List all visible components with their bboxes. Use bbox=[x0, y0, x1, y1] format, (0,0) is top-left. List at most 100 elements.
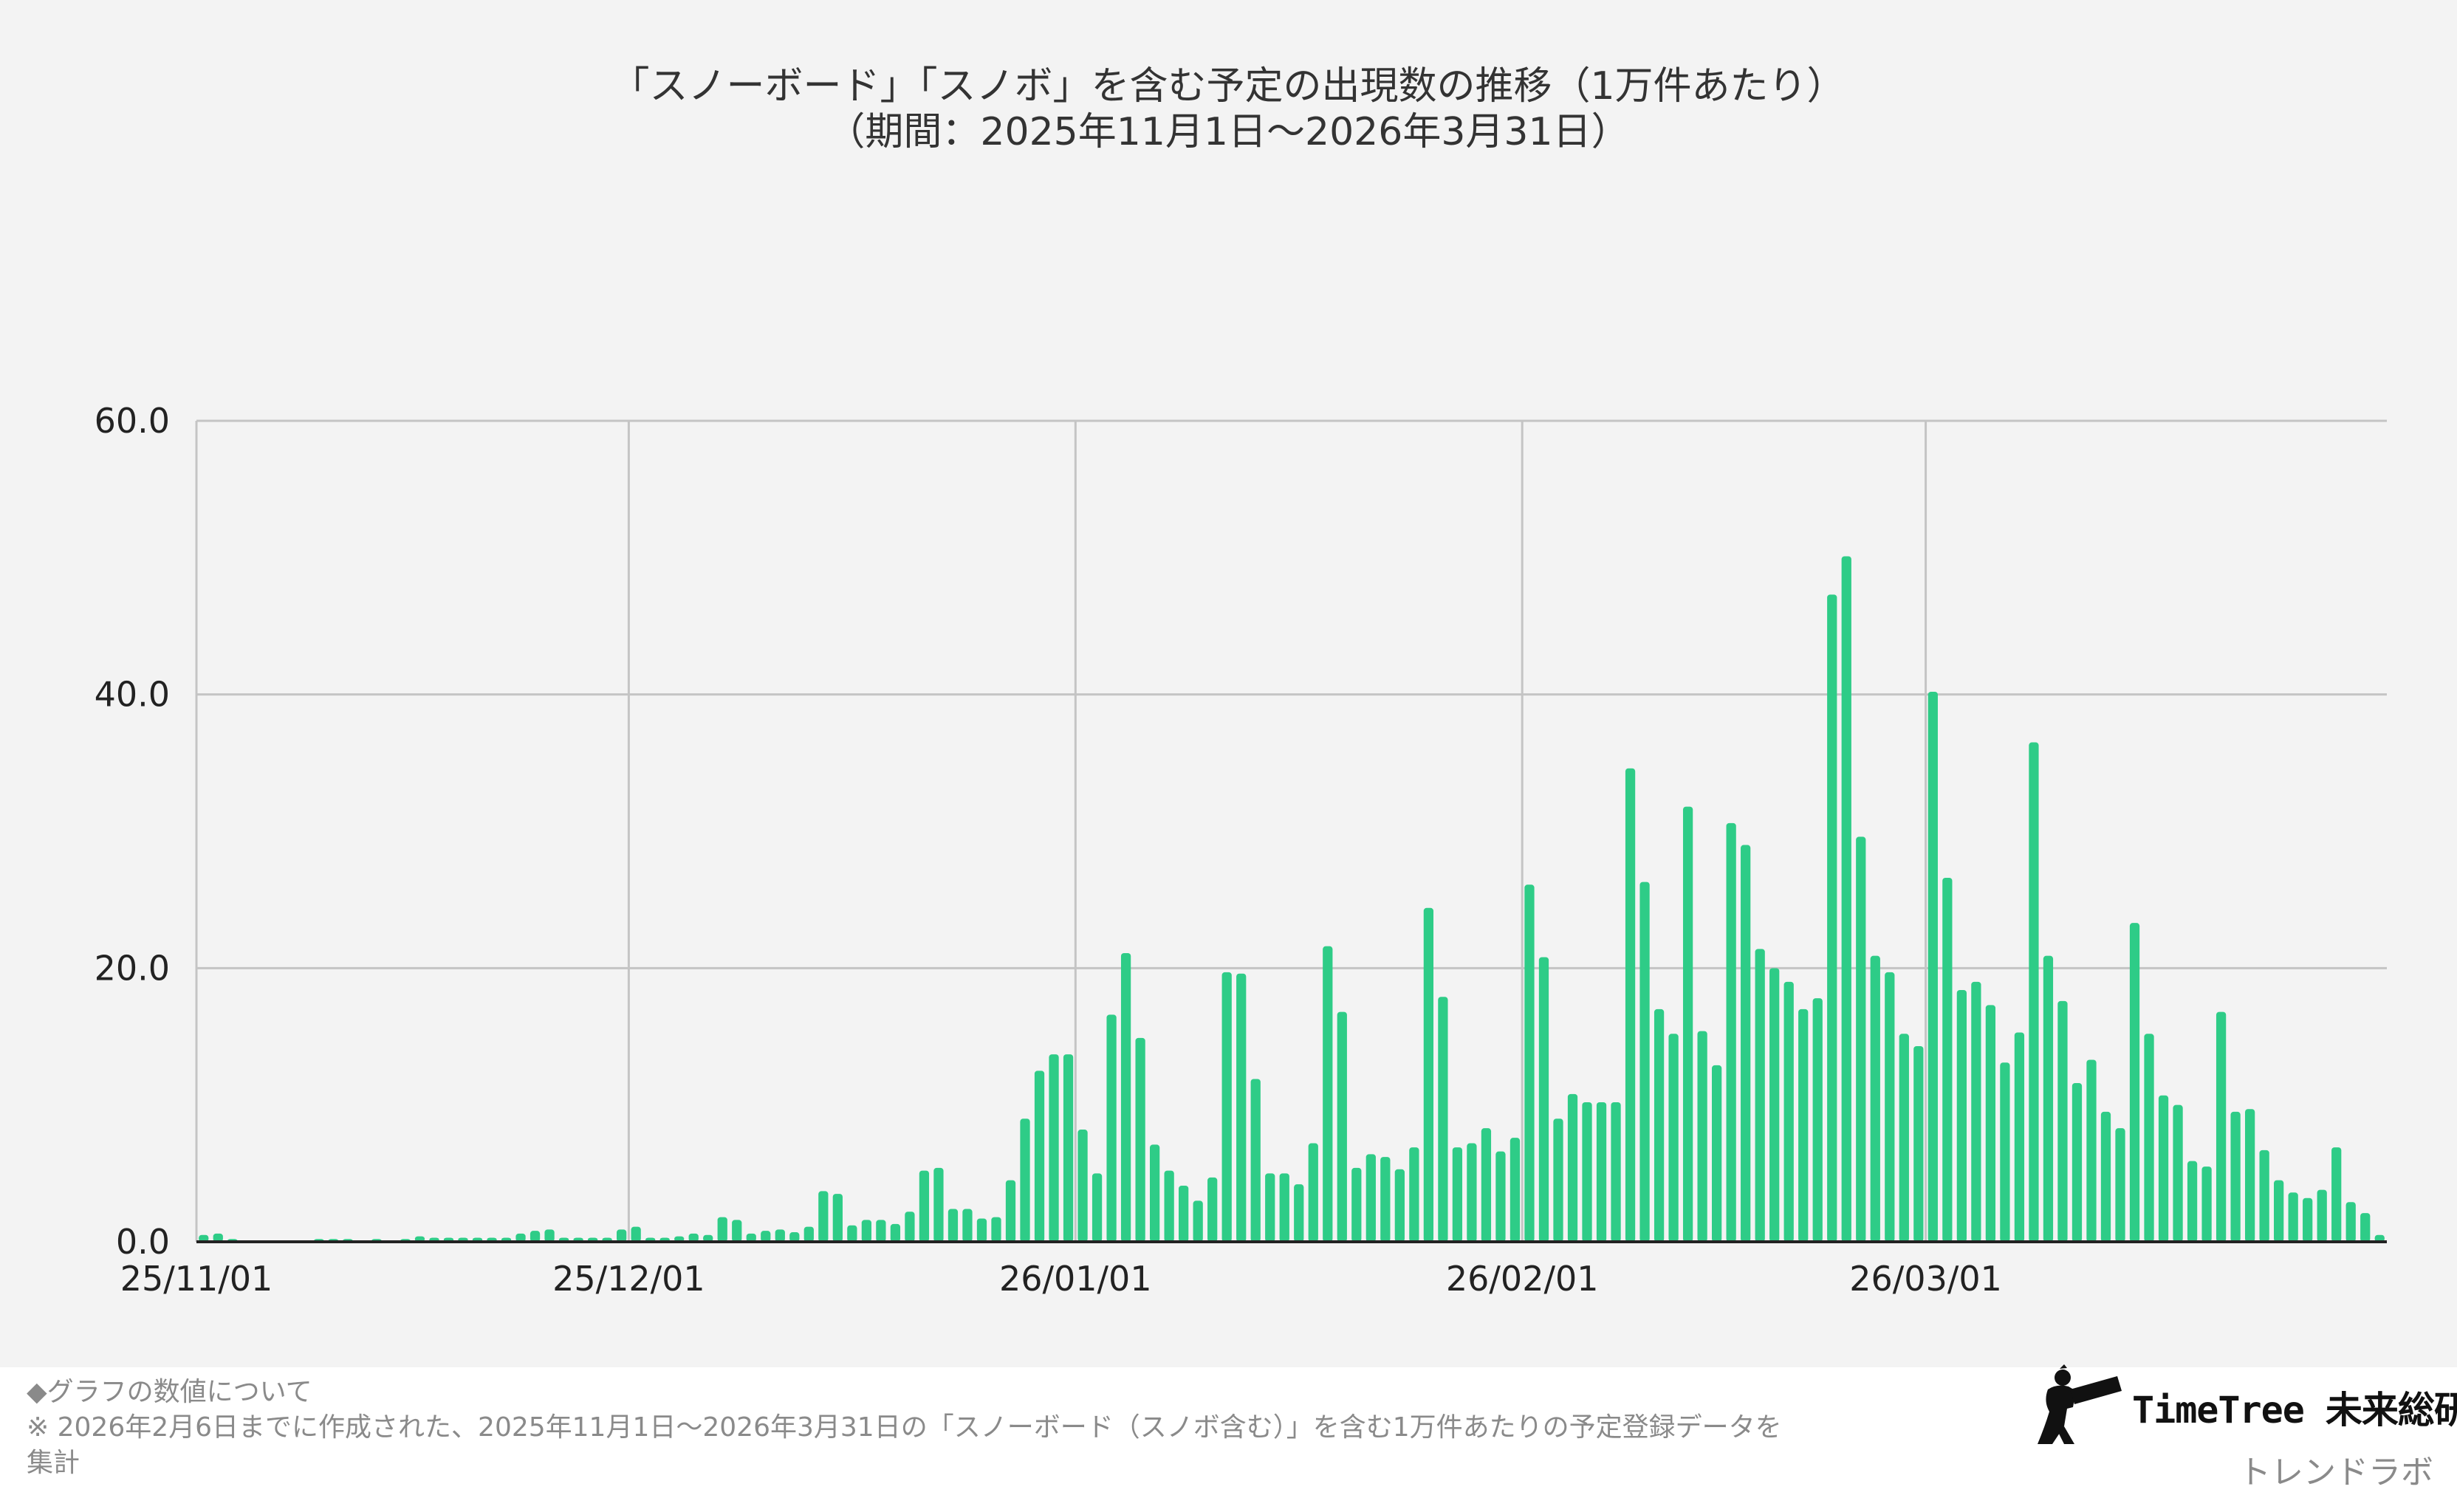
x-tick-label: 26/02/01 bbox=[1446, 1259, 1599, 1299]
bar bbox=[775, 1229, 785, 1242]
bar bbox=[1481, 1128, 1492, 1242]
bar bbox=[1135, 1037, 1145, 1242]
bar bbox=[1250, 1079, 1261, 1242]
bar bbox=[1567, 1093, 1578, 1242]
bar bbox=[1365, 1154, 1376, 1242]
bar bbox=[1956, 989, 1967, 1242]
x-tick-label: 25/12/01 bbox=[552, 1259, 705, 1299]
bar bbox=[2000, 1062, 2010, 1242]
bar bbox=[1294, 1184, 1304, 1242]
bar bbox=[1913, 1045, 1924, 1242]
bar bbox=[2374, 1234, 2385, 1242]
bar bbox=[1927, 691, 1938, 1242]
bar bbox=[2086, 1059, 2097, 1242]
x-tick-label: 25/11/01 bbox=[120, 1259, 273, 1299]
bar bbox=[2029, 742, 2039, 1242]
bar bbox=[1409, 1147, 1419, 1242]
y-tick-labels: 0.0 20.0 40.0 60.0 bbox=[95, 401, 170, 1262]
bar bbox=[890, 1223, 901, 1242]
bar bbox=[818, 1191, 829, 1242]
bar bbox=[1596, 1102, 1607, 1242]
bar bbox=[1654, 1008, 1665, 1242]
bar bbox=[515, 1233, 526, 1242]
bar bbox=[2303, 1197, 2313, 1242]
bar bbox=[2144, 1034, 2154, 1242]
x-tick-label: 26/03/01 bbox=[1849, 1259, 2002, 1299]
bar bbox=[2244, 1109, 2255, 1242]
brand: TimeTree 未来総研 トレンドラボ bbox=[2035, 1364, 2457, 1505]
bar bbox=[2345, 1202, 2356, 1242]
chart-subtitle: （期間：2025年11月1日〜2026年3月31日） bbox=[826, 110, 1629, 154]
bar bbox=[832, 1194, 843, 1242]
bar bbox=[991, 1217, 1001, 1242]
bar bbox=[1712, 1065, 1722, 1242]
brand-subtitle: トレンドラボ bbox=[2238, 1454, 2433, 1491]
notes-line-2: 集計 bbox=[27, 1448, 80, 1478]
bar bbox=[1582, 1102, 1592, 1242]
notes-heading: ◆グラフの数値について bbox=[27, 1377, 312, 1407]
bar bbox=[2259, 1150, 2269, 1242]
bar bbox=[1899, 1034, 1909, 1242]
bar bbox=[1077, 1130, 1088, 1242]
telescope-person-logo-icon bbox=[2038, 1364, 2122, 1444]
bar bbox=[2187, 1161, 2198, 1242]
bar bbox=[789, 1232, 800, 1242]
bar bbox=[746, 1233, 756, 1242]
y-tick-label: 0.0 bbox=[116, 1222, 170, 1262]
bar bbox=[2057, 1000, 2068, 1242]
bar bbox=[530, 1231, 541, 1242]
bar bbox=[1798, 1008, 1809, 1242]
bar bbox=[1783, 981, 1794, 1242]
bar bbox=[2230, 1111, 2241, 1242]
bar bbox=[199, 1234, 209, 1242]
bar bbox=[1942, 878, 1953, 1242]
bar bbox=[2360, 1213, 2371, 1242]
bar bbox=[1149, 1144, 1160, 1242]
bar bbox=[1236, 973, 1247, 1242]
bar bbox=[2115, 1128, 2125, 1242]
y-tick-label: 60.0 bbox=[95, 401, 170, 441]
bar bbox=[1193, 1200, 1203, 1242]
bar bbox=[1020, 1118, 1030, 1242]
y-tick-label: 20.0 bbox=[95, 948, 170, 988]
bar bbox=[976, 1218, 987, 1242]
bar bbox=[2173, 1104, 2183, 1242]
x-tick-label: 26/01/01 bbox=[999, 1259, 1152, 1299]
y-tick-label: 40.0 bbox=[95, 675, 170, 715]
bar bbox=[803, 1226, 814, 1242]
bar bbox=[1049, 1054, 1059, 1242]
bar bbox=[2331, 1147, 2342, 1242]
brand-name: TimeTree 未来総研 bbox=[2132, 1389, 2457, 1432]
bar bbox=[1279, 1173, 1289, 1242]
bar bbox=[2216, 1011, 2227, 1242]
bar bbox=[1438, 997, 1448, 1242]
bar bbox=[905, 1212, 915, 1242]
bar bbox=[213, 1233, 223, 1242]
bar bbox=[761, 1231, 771, 1242]
bar bbox=[1423, 907, 1434, 1242]
bar bbox=[1452, 1147, 1463, 1242]
bar bbox=[544, 1229, 555, 1242]
bar bbox=[2100, 1111, 2111, 1242]
bar bbox=[1553, 1118, 1563, 1242]
gridlines bbox=[195, 419, 2387, 1242]
bar bbox=[1207, 1177, 1218, 1242]
bar bbox=[1769, 968, 1780, 1242]
bar bbox=[732, 1220, 742, 1242]
bar bbox=[1323, 946, 1333, 1242]
bar bbox=[717, 1217, 727, 1242]
bar bbox=[1467, 1143, 1477, 1242]
bar bbox=[703, 1234, 713, 1242]
bar bbox=[631, 1226, 641, 1242]
bar bbox=[1668, 1034, 1679, 1242]
bar bbox=[2158, 1095, 2169, 1242]
bar bbox=[1870, 955, 1880, 1242]
bar bbox=[2317, 1189, 2327, 1242]
chart-title: 「スノーボード」「スノボ」を含む予定の出現数の推移（1万件あたり） bbox=[611, 64, 1845, 109]
bar bbox=[1510, 1138, 1521, 1242]
bar bbox=[2129, 923, 2140, 1242]
bar bbox=[861, 1220, 871, 1242]
bar bbox=[617, 1229, 627, 1242]
bar bbox=[876, 1220, 886, 1242]
bar bbox=[1308, 1143, 1318, 1242]
